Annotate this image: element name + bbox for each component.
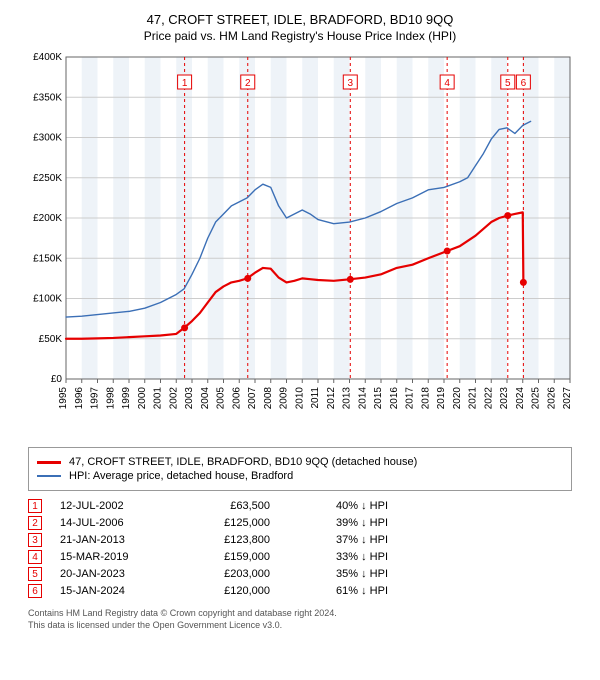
svg-text:5: 5: [505, 78, 511, 89]
sale-date: 20-JAN-2023: [60, 568, 172, 580]
svg-text:2023: 2023: [499, 387, 510, 410]
table-row: 5 20-JAN-2023 £203,000 35% ↓ HPI: [28, 567, 572, 581]
marker-number-box: 3: [28, 533, 42, 547]
svg-text:2019: 2019: [436, 387, 447, 410]
svg-text:£100K: £100K: [33, 294, 62, 305]
table-row: 3 21-JAN-2013 £123,800 37% ↓ HPI: [28, 533, 572, 547]
sale-date: 21-JAN-2013: [60, 534, 172, 546]
sales-table: 1 12-JUL-2002 £63,500 40% ↓ HPI 2 14-JUL-2006…: [28, 499, 572, 598]
sale-date: 15-JAN-2024: [60, 585, 172, 597]
svg-text:£0: £0: [51, 374, 63, 385]
svg-text:2025: 2025: [531, 387, 542, 410]
svg-text:£50K: £50K: [39, 334, 63, 345]
svg-text:1998: 1998: [105, 387, 116, 410]
sale-date: 12-JUL-2002: [60, 500, 172, 512]
sale-price: £123,800: [190, 534, 270, 546]
sale-vs-hpi: 33% ↓ HPI: [288, 551, 388, 563]
svg-text:3: 3: [348, 78, 354, 89]
svg-text:2024: 2024: [515, 387, 526, 410]
svg-text:2017: 2017: [405, 387, 416, 410]
svg-text:2021: 2021: [468, 387, 479, 410]
legend-row: HPI: Average price, detached house, Brad…: [37, 470, 563, 482]
sale-vs-hpi: 61% ↓ HPI: [288, 585, 388, 597]
svg-text:2004: 2004: [200, 387, 211, 410]
svg-text:2014: 2014: [357, 387, 368, 410]
marker-number-box: 5: [28, 567, 42, 581]
sale-price: £120,000: [190, 585, 270, 597]
svg-text:2000: 2000: [137, 387, 148, 410]
svg-text:£350K: £350K: [33, 92, 62, 103]
table-row: 4 15-MAR-2019 £159,000 33% ↓ HPI: [28, 550, 572, 564]
marker-number-box: 4: [28, 550, 42, 564]
svg-text:1997: 1997: [90, 387, 101, 410]
sale-vs-hpi: 39% ↓ HPI: [288, 517, 388, 529]
svg-text:2020: 2020: [452, 387, 463, 410]
footer-line: Contains HM Land Registry data © Crown c…: [28, 608, 572, 620]
sale-price: £159,000: [190, 551, 270, 563]
sale-price: £125,000: [190, 517, 270, 529]
svg-text:4: 4: [444, 78, 450, 89]
svg-text:2002: 2002: [168, 387, 179, 410]
svg-text:2: 2: [245, 78, 251, 89]
marker-number-box: 2: [28, 516, 42, 530]
table-row: 1 12-JUL-2002 £63,500 40% ↓ HPI: [28, 499, 572, 513]
svg-text:2001: 2001: [153, 387, 164, 410]
svg-text:2026: 2026: [546, 387, 557, 410]
svg-text:1999: 1999: [121, 387, 132, 410]
footer-line: This data is licensed under the Open Gov…: [28, 620, 572, 632]
svg-text:1995: 1995: [58, 387, 69, 410]
svg-text:2009: 2009: [279, 387, 290, 410]
sale-price: £63,500: [190, 500, 270, 512]
svg-text:2022: 2022: [483, 387, 494, 410]
svg-text:2003: 2003: [184, 387, 195, 410]
svg-text:£200K: £200K: [33, 213, 62, 224]
svg-text:2011: 2011: [310, 387, 321, 409]
sale-date: 14-JUL-2006: [60, 517, 172, 529]
legend-label: HPI: Average price, detached house, Brad…: [69, 470, 293, 482]
footer: Contains HM Land Registry data © Crown c…: [28, 608, 572, 631]
svg-text:2010: 2010: [294, 387, 305, 410]
legend-swatch: [37, 461, 61, 464]
sale-price: £203,000: [190, 568, 270, 580]
svg-text:2006: 2006: [231, 387, 242, 410]
sale-vs-hpi: 37% ↓ HPI: [288, 534, 388, 546]
svg-text:2007: 2007: [247, 387, 258, 410]
svg-text:2016: 2016: [389, 387, 400, 410]
legend-swatch: [37, 475, 61, 477]
table-row: 2 14-JUL-2006 £125,000 39% ↓ HPI: [28, 516, 572, 530]
marker-number-box: 6: [28, 584, 42, 598]
legend: 47, CROFT STREET, IDLE, BRADFORD, BD10 9…: [28, 447, 572, 491]
marker-number-box: 1: [28, 499, 42, 513]
svg-text:£250K: £250K: [33, 173, 62, 184]
chart-svg: £0 £50K £100K £150K £200K £250K £300K £350K £400…: [20, 51, 580, 431]
svg-text:2015: 2015: [373, 387, 384, 410]
svg-text:£300K: £300K: [33, 133, 62, 144]
legend-row: 47, CROFT STREET, IDLE, BRADFORD, BD10 9…: [37, 456, 563, 468]
table-row: 6 15-JAN-2024 £120,000 61% ↓ HPI: [28, 584, 572, 598]
svg-text:2018: 2018: [420, 387, 431, 410]
price-chart: £0 £50K £100K £150K £200K £250K £300K £350K £400…: [20, 51, 580, 431]
page-title: 47, CROFT STREET, IDLE, BRADFORD, BD10 9…: [10, 12, 590, 27]
svg-text:6: 6: [521, 78, 527, 89]
sale-vs-hpi: 35% ↓ HPI: [288, 568, 388, 580]
svg-text:2013: 2013: [342, 387, 353, 410]
svg-text:2008: 2008: [263, 387, 274, 410]
sale-vs-hpi: 40% ↓ HPI: [288, 500, 388, 512]
svg-text:2027: 2027: [562, 387, 573, 410]
svg-text:2005: 2005: [216, 387, 227, 410]
sale-date: 15-MAR-2019: [60, 551, 172, 563]
svg-text:£400K: £400K: [33, 52, 62, 63]
svg-text:2012: 2012: [326, 387, 337, 410]
svg-text:1: 1: [182, 78, 188, 89]
legend-label: 47, CROFT STREET, IDLE, BRADFORD, BD10 9…: [69, 456, 417, 468]
svg-text:£150K: £150K: [33, 253, 62, 264]
page-subtitle: Price paid vs. HM Land Registry's House …: [10, 29, 590, 43]
svg-text:1996: 1996: [74, 387, 85, 410]
